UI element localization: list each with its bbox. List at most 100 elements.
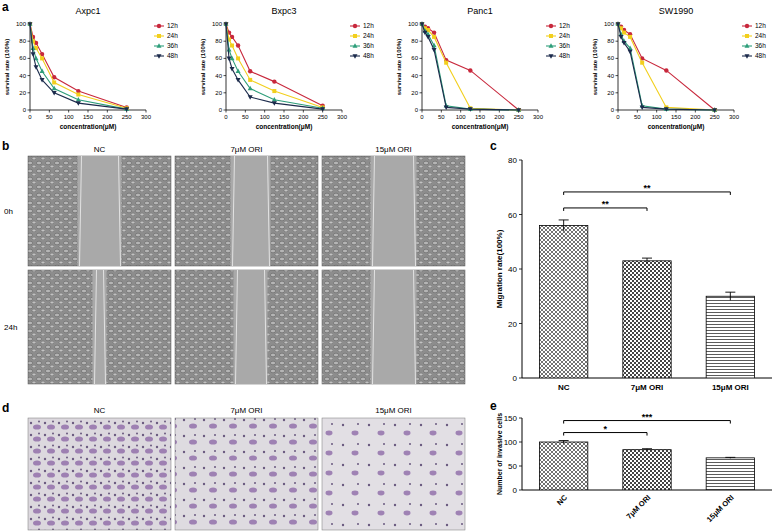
column-label: NC	[94, 406, 106, 415]
y-tick	[28, 75, 31, 76]
y-axis-label: survival rate (100%)	[4, 39, 10, 95]
x-tick-label: 100	[260, 114, 271, 120]
micrograph	[322, 270, 465, 384]
y-tick-label: 20	[215, 90, 222, 96]
x-tick	[88, 110, 89, 113]
legend-label: 12h	[755, 22, 766, 29]
legend-marker	[745, 54, 750, 59]
point	[432, 30, 436, 34]
y-tick-label: 80	[19, 38, 26, 44]
legend-label: 48h	[559, 52, 570, 59]
point	[28, 22, 33, 27]
y-tick	[519, 323, 522, 324]
x-tick	[460, 110, 461, 113]
y-tick	[519, 466, 522, 467]
y-tick-label: 60	[215, 55, 222, 61]
micrograph	[175, 418, 318, 530]
micrograph	[175, 156, 318, 266]
point	[616, 22, 621, 27]
legend-marker	[745, 43, 750, 48]
y-axis	[618, 24, 619, 110]
x-tick-label: 200	[102, 114, 113, 120]
y-tick-label: 20	[607, 90, 614, 96]
point	[248, 78, 252, 82]
scratch-edge	[119, 156, 121, 266]
series-line	[30, 24, 127, 109]
series-line	[226, 24, 323, 107]
legend-marker	[353, 43, 358, 48]
point	[236, 69, 241, 74]
error-bar	[725, 292, 735, 300]
y-tick-label: 40	[607, 73, 614, 79]
point	[420, 21, 425, 26]
point	[224, 22, 229, 27]
x-tick-label: 100	[652, 114, 663, 120]
scratch-edge	[95, 270, 97, 384]
point	[52, 86, 57, 91]
x-tick-label: 250	[514, 114, 525, 120]
point	[224, 21, 229, 26]
x-tick-label: 15μM ORI	[705, 493, 736, 524]
micrograph	[322, 156, 465, 266]
y-tick	[519, 490, 522, 491]
legend-label: 48h	[167, 52, 178, 59]
x-tick	[107, 110, 108, 113]
x-tick-label: 150	[475, 114, 486, 120]
x-tick-label: 100	[64, 114, 75, 120]
bar	[540, 442, 588, 490]
error-bar	[725, 457, 735, 459]
scratch-gap	[93, 270, 107, 384]
point	[248, 86, 253, 91]
point	[640, 106, 645, 111]
y-tick-label: 60	[508, 211, 517, 220]
y-axis-label: survival rate (100%)	[200, 39, 206, 95]
y-tick	[616, 41, 619, 42]
y-axis	[30, 24, 31, 110]
x-tick	[30, 110, 31, 113]
scratch-gap	[234, 270, 268, 384]
y-tick-label: 0	[513, 374, 518, 383]
scratch-edge	[268, 156, 270, 266]
scratch-edge	[265, 270, 267, 384]
x-tick-label: 7μM ORI	[625, 493, 653, 521]
point	[619, 35, 624, 40]
panel-letter: c	[490, 139, 497, 153]
point	[432, 48, 437, 53]
y-tick	[224, 75, 227, 76]
bar	[706, 296, 754, 378]
y-axis	[226, 24, 227, 110]
x-tick-label: 300	[141, 114, 152, 120]
row-label: 0h	[4, 207, 13, 216]
error-bar	[642, 258, 652, 263]
scratch-edge	[80, 156, 82, 266]
point	[444, 106, 449, 111]
y-tick-label: 60	[411, 55, 418, 61]
micrograph	[28, 270, 171, 384]
y-tick-label: 100	[212, 21, 223, 27]
point	[616, 21, 621, 26]
y-tick	[519, 160, 522, 161]
title: Bxpc3	[271, 6, 296, 16]
x-tick	[342, 110, 343, 113]
x-tick	[637, 110, 638, 113]
series-line	[422, 24, 519, 110]
y-tick	[224, 110, 227, 111]
x-tick-label: 0	[420, 114, 424, 120]
plot-data	[28, 21, 130, 112]
point	[230, 67, 235, 72]
x-tick	[146, 110, 147, 113]
y-axis	[422, 24, 423, 110]
column-label: 15μM ORI	[375, 145, 412, 154]
scratch-gap	[371, 156, 417, 266]
x-tick-label: 15μM ORI	[712, 383, 749, 392]
plot-data	[540, 220, 755, 378]
series-line	[30, 24, 127, 108]
point	[124, 107, 129, 112]
series-line	[226, 24, 323, 109]
significance-label: **	[643, 183, 651, 193]
series-line	[618, 24, 715, 110]
point	[248, 95, 253, 100]
legend-label: 36h	[167, 42, 178, 49]
panel-letter: e	[490, 399, 497, 413]
y-tick-label: 100	[604, 21, 615, 27]
